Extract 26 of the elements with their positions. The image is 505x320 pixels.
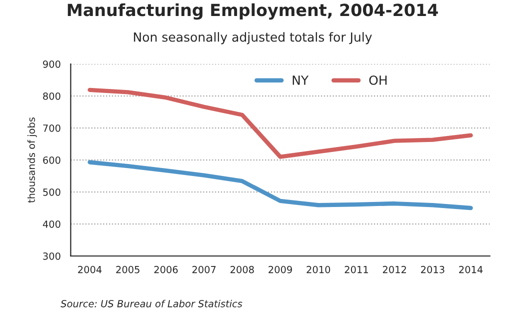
- line-series: [88, 160, 473, 210]
- x-tick-label: 2012: [382, 266, 406, 274]
- y-tick-label: 400: [42, 220, 60, 228]
- y-axis-title: thousands of jobs: [27, 118, 37, 203]
- y-tick-label: 500: [43, 188, 60, 196]
- x-tick-label: 2009: [268, 266, 292, 274]
- legend-label: NY: [292, 76, 309, 85]
- y-tick-label: 900: [43, 60, 60, 68]
- x-tick-label: 2004: [78, 266, 102, 274]
- y-tick-label: 300: [43, 252, 60, 260]
- y-tick-label: 700: [43, 124, 60, 132]
- x-tick-label: 2011: [344, 266, 368, 274]
- legend-label: OH: [369, 75, 387, 85]
- x-tick-label: 2005: [116, 266, 140, 274]
- x-tick-label: 2006: [154, 266, 178, 274]
- y-tick-label: 800: [43, 92, 60, 100]
- x-tick-label: 2014: [459, 266, 483, 274]
- x-tick-label: 2007: [192, 266, 216, 274]
- chart-subtitle: Non seasonally adjusted totals for July: [134, 32, 372, 44]
- x-tick-label: 2013: [421, 266, 444, 274]
- source-note: Source: US Bureau of Labor Statistics: [60, 300, 242, 308]
- line-series: [88, 88, 473, 159]
- x-tick-label: 2008: [230, 266, 254, 274]
- y-tick-label: 600: [43, 156, 60, 164]
- x-tick-label: 2010: [306, 266, 330, 274]
- chart-title: Manufacturing Employment, 2004-2014: [68, 3, 438, 20]
